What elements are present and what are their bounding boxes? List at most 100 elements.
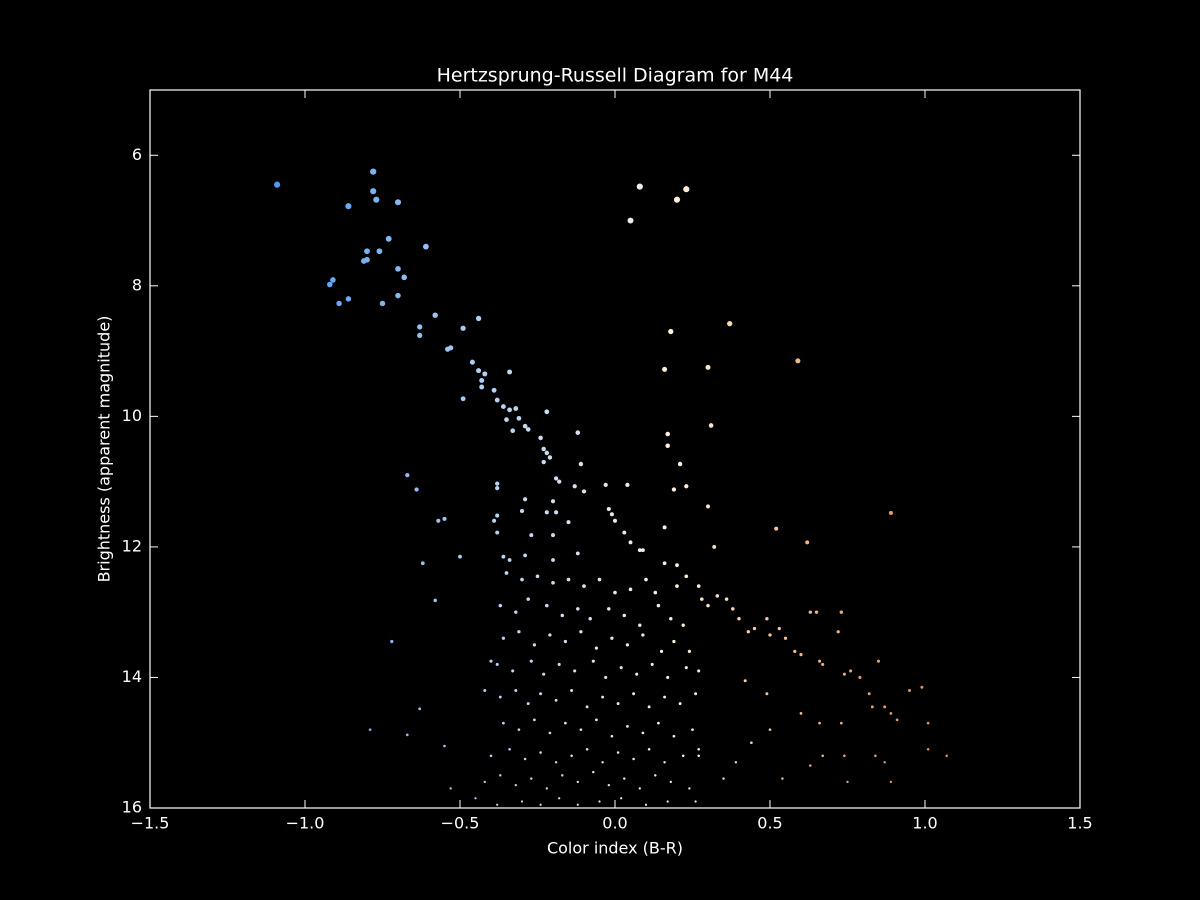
star-point: [672, 734, 676, 738]
star-point: [576, 607, 580, 611]
star-point: [700, 597, 704, 601]
star-point: [675, 584, 679, 588]
star-point: [539, 803, 542, 806]
star-point: [504, 417, 509, 422]
star-point: [370, 188, 377, 195]
star-point: [598, 800, 601, 803]
y-tick-label: 6: [132, 145, 142, 164]
star-point: [625, 482, 630, 488]
star-point: [498, 695, 502, 699]
star-point: [551, 533, 555, 538]
star-point: [588, 617, 592, 621]
star-point: [684, 484, 689, 489]
star-point: [883, 761, 886, 764]
star-point: [469, 359, 475, 365]
star-point: [336, 300, 342, 307]
star-point: [697, 754, 700, 758]
star-point: [585, 705, 589, 709]
star-point: [908, 689, 911, 692]
star-point: [889, 711, 893, 715]
star-point: [526, 702, 530, 705]
star-point: [566, 520, 571, 525]
star-point: [808, 610, 813, 614]
star-point: [666, 800, 669, 803]
star-point: [672, 639, 676, 644]
star-point: [547, 455, 553, 460]
star-point: [809, 764, 812, 767]
star-point: [449, 787, 452, 790]
star-point: [495, 481, 500, 486]
star-point: [691, 728, 694, 732]
star-point: [774, 526, 779, 531]
star-point: [460, 396, 466, 402]
star-point: [327, 281, 333, 288]
star-point: [370, 168, 377, 175]
star-point: [641, 731, 645, 735]
star-point: [516, 415, 522, 421]
star-point: [385, 235, 392, 242]
star-point: [613, 590, 617, 595]
star-point: [551, 580, 555, 585]
star-point: [579, 728, 583, 732]
star-point: [678, 702, 682, 705]
star-point: [578, 461, 584, 467]
star-point: [330, 277, 336, 283]
star-point: [579, 630, 583, 634]
star-point: [585, 747, 589, 751]
star-point: [620, 797, 623, 800]
star-point: [523, 497, 528, 502]
star-point: [883, 705, 887, 709]
star-point: [688, 787, 691, 790]
star-point: [274, 181, 281, 188]
star-point: [508, 747, 511, 751]
star-point: [594, 646, 599, 650]
star-point: [867, 692, 871, 696]
star-point: [650, 662, 654, 666]
star-point: [683, 186, 690, 193]
star-point: [622, 530, 627, 535]
star-point: [849, 669, 853, 673]
star-point: [572, 484, 577, 489]
star-point: [781, 777, 784, 780]
star-point: [570, 689, 574, 692]
star-point: [517, 728, 521, 732]
star-point: [610, 636, 614, 640]
star-point: [443, 744, 446, 748]
star-point: [657, 721, 660, 725]
star-point: [538, 435, 543, 441]
star-point: [640, 548, 645, 553]
star-point: [511, 669, 515, 673]
star-point: [530, 777, 533, 780]
star-point: [632, 692, 636, 696]
star-point: [839, 610, 844, 614]
star-point: [665, 443, 670, 448]
star-point: [610, 734, 614, 738]
star-point: [554, 761, 558, 764]
star-point: [442, 516, 447, 521]
star-point: [558, 797, 561, 800]
star-point: [418, 707, 422, 711]
star-point: [523, 757, 527, 761]
star-point: [553, 476, 559, 481]
star-point: [542, 672, 546, 676]
star-point: [805, 540, 810, 545]
star-point: [671, 487, 677, 492]
star-point: [575, 430, 581, 435]
star-point: [795, 358, 801, 364]
star-point: [696, 584, 701, 588]
star-point: [390, 639, 394, 644]
star-point: [654, 774, 657, 777]
star-point: [504, 571, 509, 575]
star-point: [920, 685, 924, 689]
star-point: [926, 721, 930, 725]
star-point: [550, 499, 556, 504]
star-point: [573, 669, 577, 673]
x-tick-label: 1.0: [912, 814, 937, 833]
star-point: [520, 800, 524, 803]
star-point: [662, 525, 667, 530]
star-point: [601, 695, 605, 699]
star-point: [401, 274, 407, 281]
star-point: [544, 510, 549, 515]
